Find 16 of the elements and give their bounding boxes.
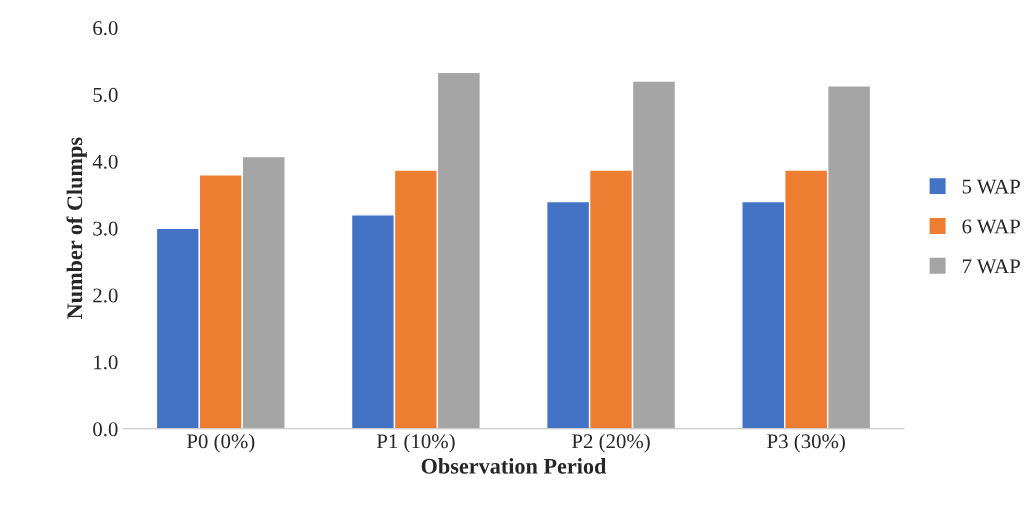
x-tick-label: P3 (30%) [767, 433, 845, 453]
y-tick-label: 0.0 [93, 422, 118, 437]
legend-label: 7 WAP [962, 259, 1020, 274]
x-tick-label: P0 (0%) [186, 433, 255, 453]
x-tick-label: P2 (20%) [572, 433, 650, 453]
legend-label: 5 WAP [962, 179, 1020, 194]
y-tick-label: 5.0 [93, 87, 118, 102]
y-tick-label: 1.0 [94, 355, 118, 370]
y-tick-label: 6.0 [93, 20, 118, 36]
y-tick-label: 4.0 [92, 154, 118, 169]
x-tick-label: P1 (10%) [376, 433, 455, 453]
y-tick-label: 3.0 [93, 221, 118, 236]
legend-label: 6 WAP [962, 219, 1020, 234]
y-tick-label: 2.0 [93, 288, 118, 303]
y-axis-title: Number of Clumps [66, 137, 87, 319]
x-axis-title: Observation Period [421, 458, 607, 474]
